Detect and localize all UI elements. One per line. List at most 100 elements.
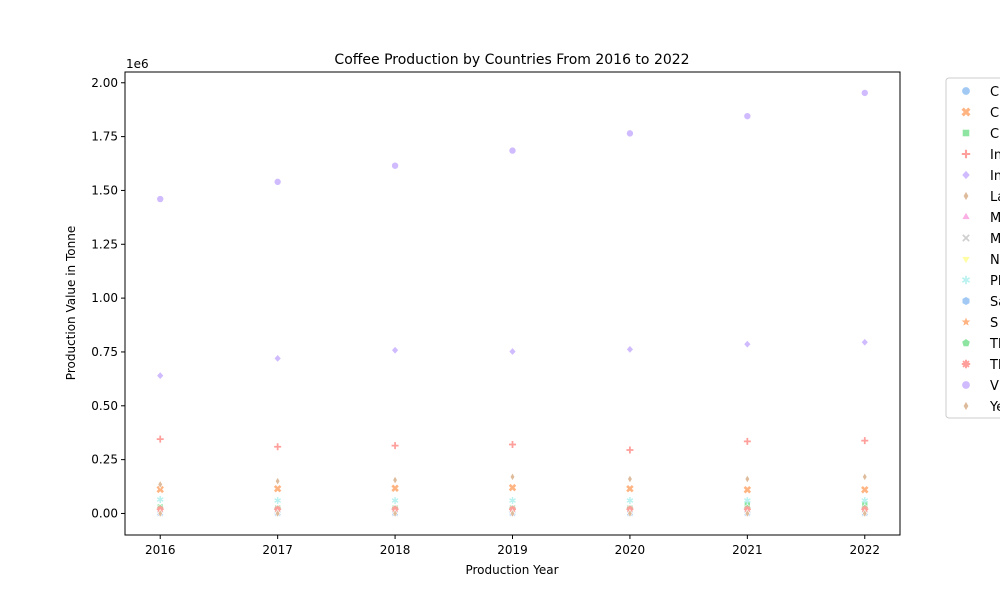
data-point-series-9 [274,497,282,505]
x-tick-label: 2019 [497,543,528,557]
plot-area [124,71,901,536]
data-point-series-15 [862,509,868,518]
data-point-series-5 [862,472,868,482]
data-point-series-15 [627,509,633,518]
legend-label-8: N [990,253,1000,268]
legend-marker-0 [961,86,971,96]
data-point-series-3 [274,443,282,451]
data-point-series-1 [861,486,869,494]
legend-marker-6 [961,211,971,220]
legend-marker-1 [961,107,971,117]
y-tick-label: 0.75 [91,345,118,359]
data-point-series-15 [392,509,398,518]
legend-marker-10 [961,296,971,306]
y-tick-label: 1.25 [91,237,118,251]
legend-label-5: La [990,190,1000,205]
data-point-series-4 [391,345,399,355]
data-point-series-4 [156,371,165,380]
legend-label-6: M [990,211,1000,226]
data-point-series-4 [860,337,869,347]
x-axis-ticks: 2016 2017 2018 2019 2020 2021 2022 [145,535,880,557]
data-point-series-9 [626,497,634,505]
x-tick-label: 2016 [145,543,176,557]
data-point-series-1 [273,484,282,493]
data-point-series-1 [508,483,517,492]
data-point-series-14 [273,178,282,186]
data-point-series-15 [157,509,163,518]
chart-title: Coffee Production by Countries From 2016… [334,52,689,68]
data-point-series-3 [743,437,751,445]
data-point-series-5 [509,472,516,482]
legend-label-13: Th [989,358,1000,373]
x-tick-label: 2020 [615,543,646,557]
y-axis-ticks: 0.00 0.25 0.50 0.75 1.00 1.25 1.50 1.75 2.00 [91,76,125,520]
data-point-series-9 [861,497,869,505]
y-tick-label: 1.00 [91,291,118,305]
data-point-series-3 [156,435,164,443]
data-point-series-14 [626,129,634,138]
y-tick-label: 0.00 [91,506,118,520]
data-point-series-3 [391,442,399,450]
data-point-series-14 [860,89,869,97]
data-point-series-14 [391,161,399,170]
data-point-series-14 [508,146,517,155]
data-point-series-4 [273,354,282,363]
legend-label-11: S [990,316,998,331]
data-point-series-9 [509,497,516,505]
legend-marker-5 [962,190,970,202]
data-point-series-4 [743,339,752,349]
y-offset-label: 1e6 [126,57,149,71]
legend-marker-9 [961,275,971,285]
legend-label-12: Th [989,337,1000,352]
data-point-series-9 [156,495,164,503]
legend-marker-4 [961,169,971,181]
legend-label-0: C [990,85,999,100]
data-point-series-1 [391,484,399,492]
legend-label-2: C [990,127,999,142]
data-point-series-14 [743,112,752,120]
x-tick-label: 2018 [380,543,411,557]
legend-label-7: M [990,232,1000,247]
legend-label-1: C [990,106,999,121]
legend-label-3: In [990,148,1000,163]
y-tick-label: 0.50 [91,399,118,413]
x-tick-label: 2017 [262,543,293,557]
legend-marker-2 [962,129,970,137]
legend-frame [945,77,1000,419]
y-axis-label: Production Value in Tonne [64,226,78,380]
legend-marker-3 [961,149,971,159]
data-point-series-15 [509,509,516,518]
data-point-series-5 [157,479,163,489]
legend: CCCInInLaMMNPlSaSThThVYe [945,77,1000,419]
data-point-series-3 [509,441,516,449]
data-point-series-4 [626,345,634,354]
data-point-series-1 [626,484,634,493]
data-point-series-1 [743,486,752,494]
legend-label-10: Sa [990,295,1000,310]
data-point-series-9 [743,497,751,505]
legend-label-9: Pl [990,274,1000,289]
data-point-series-3 [626,446,634,454]
legend-marker-7 [962,234,970,242]
x-axis-label: Production Year [465,563,558,577]
legend-marker-14 [961,380,971,390]
x-tick-label: 2021 [732,543,763,557]
legend-marker-15 [962,400,970,412]
legend-label-15: Ye [989,400,1000,415]
y-tick-label: 2.00 [91,76,118,90]
data-point-series-5 [392,475,398,485]
x-tick-label: 2022 [849,543,880,557]
legend-marker-12 [961,338,971,347]
data-point-series-1 [156,485,164,494]
y-tick-label: 0.25 [91,453,118,467]
y-tick-label: 1.75 [91,130,118,144]
data-point-series-15 [275,509,281,518]
data-point-series-14 [156,195,165,203]
legend-marker-8 [961,256,971,265]
data-point-series-5 [627,474,633,484]
legend-marker-11 [960,315,972,327]
data-point-series-5 [275,476,281,486]
data-points [155,89,870,518]
legend-marker-13 [961,359,971,369]
